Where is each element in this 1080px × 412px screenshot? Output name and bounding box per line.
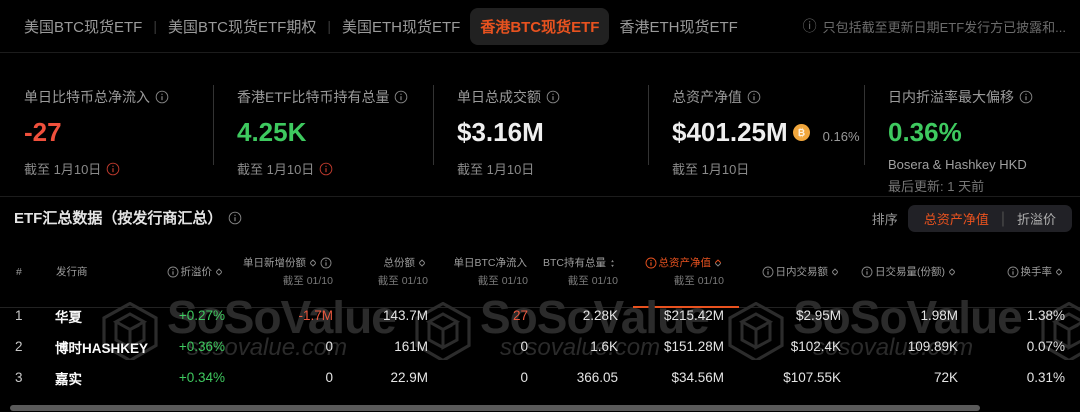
svg-text:B: B bbox=[798, 128, 805, 139]
